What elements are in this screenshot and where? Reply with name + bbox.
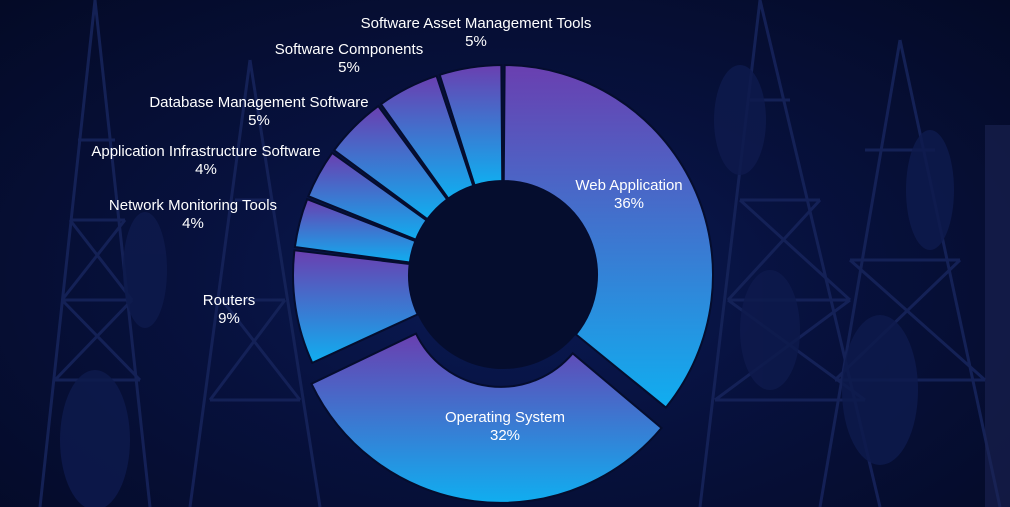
- slice-label-name: Database Management Software: [149, 94, 368, 111]
- slice-label: Routers 9%: [203, 292, 256, 327]
- slice-label-name: Software Asset Management Tools: [361, 15, 592, 32]
- slice-label: Software Asset Management Tools 5%: [361, 15, 592, 50]
- slice-label-name: Operating System: [445, 409, 565, 426]
- slice-label: Database Management Software 5%: [149, 94, 368, 129]
- slice-label: Software Components 5%: [275, 41, 423, 76]
- slice-label-name: Network Monitoring Tools: [109, 197, 277, 214]
- donut-hole: [409, 181, 597, 369]
- slice-label-name: Routers: [203, 292, 256, 309]
- donut-slices: [292, 63, 714, 504]
- slice-label-name: Web Application: [575, 177, 682, 194]
- slice-label-percent: 5%: [465, 33, 487, 50]
- slice-label-percent: 5%: [248, 112, 270, 129]
- slice-labels: Web Application 36% Operating System 32% Rou…: [91, 15, 682, 444]
- slice-label-percent: 5%: [338, 59, 360, 76]
- slice-label: Network Monitoring Tools 4%: [109, 197, 277, 232]
- slice-label-name: Application Infrastructure Software: [91, 143, 320, 160]
- slice-label-percent: 9%: [218, 310, 240, 327]
- slice-label: Operating System 32%: [445, 409, 565, 444]
- slice-label: Web Application 36%: [575, 177, 682, 212]
- slice-label-percent: 4%: [182, 215, 204, 232]
- slice-operating-system: [310, 332, 663, 504]
- slice-label-percent: 32%: [490, 427, 520, 444]
- slice-label-percent: 36%: [614, 195, 644, 212]
- slice-label: Application Infrastructure Software 4%: [91, 143, 320, 178]
- slice-label-percent: 4%: [195, 161, 217, 178]
- slice-label-name: Software Components: [275, 41, 423, 58]
